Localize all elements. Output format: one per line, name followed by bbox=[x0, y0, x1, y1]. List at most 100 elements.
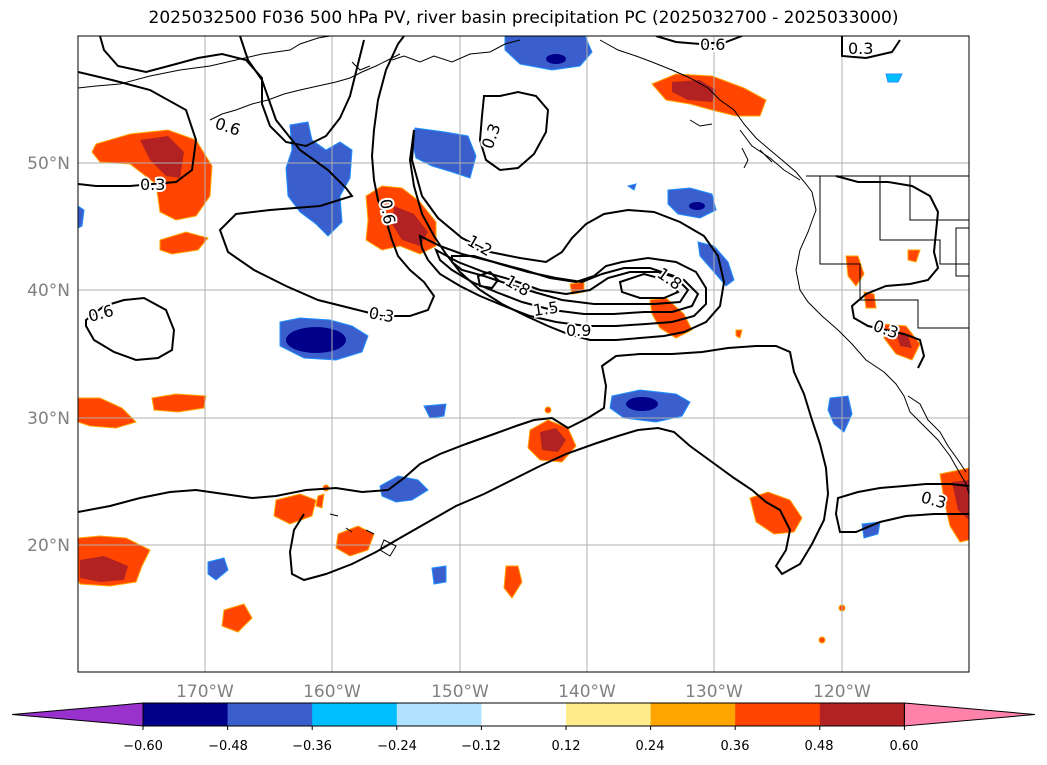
red-patch bbox=[315, 493, 325, 509]
red-core bbox=[140, 136, 184, 178]
red-core bbox=[540, 428, 566, 452]
hawaii-islands bbox=[329, 513, 397, 557]
red-core bbox=[952, 480, 969, 520]
contour-label: 0.9 bbox=[566, 321, 591, 340]
alaska-south-coast bbox=[391, 39, 521, 63]
pv-contour-0.6-north bbox=[99, 36, 365, 148]
pv-contour-1.5 bbox=[451, 255, 690, 305]
pv-contour-1.8-west bbox=[476, 270, 500, 290]
blue-patch bbox=[827, 395, 853, 433]
blue-patch bbox=[504, 36, 593, 71]
lon-tick-labels: 170°W 160°W 150°W 140°W 130°W 120°W bbox=[176, 682, 871, 702]
red-patch bbox=[335, 525, 375, 557]
colorbar-extend-left bbox=[11, 702, 144, 727]
blue-patch bbox=[423, 403, 447, 419]
pv-contour-0.3-inner bbox=[408, 129, 726, 341]
pv-contour-0.6-west bbox=[78, 71, 198, 187]
colorbar-frame bbox=[142, 702, 905, 727]
lat-tick-label: 30°N bbox=[27, 409, 70, 429]
red-core bbox=[672, 80, 716, 102]
colorbar-segment bbox=[143, 703, 229, 726]
blue-patch bbox=[379, 475, 429, 503]
kodiak-island bbox=[351, 61, 371, 71]
colorbar-segment bbox=[650, 703, 736, 726]
lon-tick-label: 120°W bbox=[813, 682, 871, 702]
red-patch bbox=[221, 603, 253, 633]
colorbar-tick-label: −0.60 bbox=[123, 739, 163, 754]
colorbar-segment bbox=[312, 703, 398, 726]
blue-patch bbox=[207, 557, 229, 581]
pv-contour-0.3-se bbox=[834, 483, 969, 533]
colorbar-segment bbox=[227, 703, 313, 726]
blue-patch bbox=[885, 73, 903, 83]
blue-patch bbox=[78, 205, 85, 229]
blue-patch bbox=[697, 241, 735, 287]
colorbar-segments bbox=[11, 702, 1036, 727]
coastlines bbox=[78, 36, 969, 557]
contour-label: 0.3 bbox=[140, 175, 165, 194]
colorbar-tick-labels: −0.60 −0.48 −0.36 −0.24 −0.12 0.12 0.24 … bbox=[123, 739, 918, 754]
colorbar-segment bbox=[481, 703, 567, 726]
pv-contour-0.3-ne bbox=[841, 36, 901, 60]
red-patch bbox=[907, 249, 921, 263]
lon-tick-label: 140°W bbox=[558, 682, 616, 702]
colorbar-segment bbox=[396, 703, 482, 726]
gridlines bbox=[78, 36, 969, 672]
lon-tick-label: 170°W bbox=[176, 682, 234, 702]
red-dot bbox=[818, 636, 826, 644]
lat-tick-label: 50°N bbox=[27, 154, 70, 174]
colorbar-tick-label: 0.12 bbox=[552, 739, 581, 754]
contour-label: 0.3 bbox=[848, 39, 873, 58]
red-core bbox=[80, 556, 128, 582]
alaska-coast bbox=[78, 36, 331, 89]
colorbar-tick-label: −0.24 bbox=[377, 739, 417, 754]
colorbar-tick-label: −0.48 bbox=[208, 739, 248, 754]
colorbar-tick-label: 0.36 bbox=[721, 739, 750, 754]
pv-contour-0.3-east bbox=[835, 175, 940, 369]
bc-islands bbox=[689, 119, 801, 181]
colorbar-segment bbox=[735, 703, 821, 726]
map-frame bbox=[77, 35, 970, 673]
aleutian-chain bbox=[209, 53, 401, 121]
map-title: 2025032500 F036 500 hPa PV, river basin … bbox=[148, 8, 899, 28]
red-patch bbox=[749, 491, 803, 535]
colorbar-tick-label: 0.48 bbox=[805, 739, 834, 754]
colorbar-tick-label: −0.36 bbox=[292, 739, 332, 754]
red-patch bbox=[273, 493, 317, 525]
blue-patch bbox=[626, 183, 637, 191]
lon-tick-label: 160°W bbox=[303, 682, 361, 702]
colorbar-extend-right bbox=[903, 702, 1036, 727]
colorbar-ticks bbox=[142, 726, 905, 730]
baja-coast bbox=[907, 395, 967, 473]
colorbar-tick-label: 0.24 bbox=[636, 739, 665, 754]
blue-core bbox=[546, 54, 566, 64]
pv-contour-1.8-east bbox=[618, 272, 680, 299]
lon-tick-label: 130°W bbox=[685, 682, 743, 702]
red-patch bbox=[735, 329, 743, 339]
red-patch bbox=[78, 397, 137, 429]
west-coast bbox=[795, 191, 969, 495]
red-patch bbox=[649, 297, 693, 339]
contour-label: 0.6 bbox=[700, 35, 725, 54]
blue-core bbox=[626, 397, 658, 411]
colorbar-segment bbox=[566, 703, 652, 726]
colorbar: −0.60 −0.48 −0.36 −0.24 −0.12 0.12 0.24 … bbox=[11, 702, 1036, 754]
lat-tick-label: 20°N bbox=[27, 536, 70, 556]
blue-patch bbox=[861, 521, 881, 539]
pv-contour-0.6-ne bbox=[655, 36, 743, 46]
blue-patch bbox=[431, 565, 447, 585]
map-area: 0.6 0.3 0.3 0.3 0.6 0.6 0.3 1.2 1.8 1.5 … bbox=[78, 35, 969, 672]
lat-tick-labels: 50°N 40°N 30°N 20°N bbox=[27, 154, 70, 556]
blue-core bbox=[689, 202, 705, 210]
blue-core bbox=[286, 327, 346, 353]
pv-contour-1.2 bbox=[434, 247, 700, 315]
lon-tick-label: 150°W bbox=[431, 682, 489, 702]
pv-contour-0.6-sw bbox=[85, 296, 176, 362]
colorbar-segment bbox=[819, 703, 905, 726]
haida-gwaii bbox=[741, 147, 749, 169]
pv-contour-0.3-south bbox=[78, 345, 830, 582]
colorbar-tick-label: 0.60 bbox=[890, 739, 919, 754]
red-patch bbox=[159, 231, 209, 255]
red-dot bbox=[544, 406, 552, 414]
